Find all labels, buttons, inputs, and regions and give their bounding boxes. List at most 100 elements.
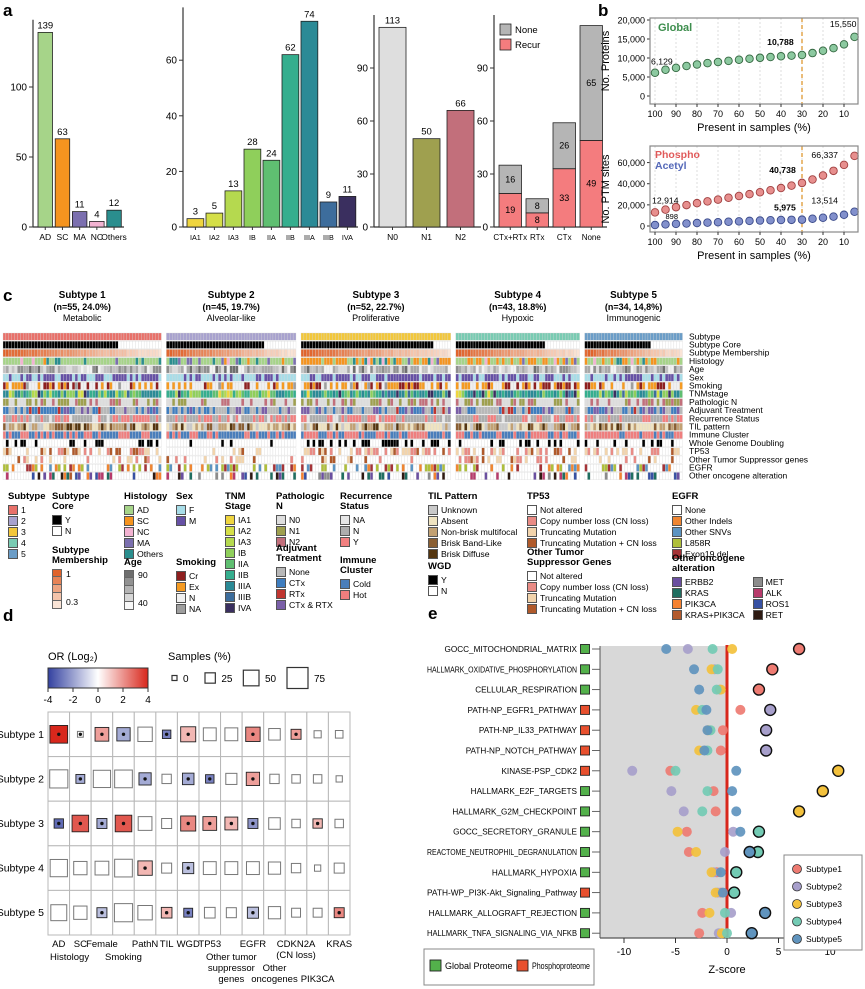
heatmap-row-8-block-1: [2, 398, 162, 407]
legend-item: M: [176, 515, 196, 526]
heatmap-row-4-block-5: [584, 365, 683, 374]
legend-item-label: CTx & RTX: [289, 600, 333, 610]
pathway-source-swatch: [580, 867, 590, 878]
legend-item: Other Indels: [672, 515, 732, 526]
legend-item-label: IIA: [238, 559, 249, 569]
heatmap-row-5-block-1: [2, 373, 162, 382]
panel-d-or-matrix: OR (Log₂) -4 -2 0 2 4 Samples (%) 0 25 50 75 Subtyp…: [0, 602, 420, 989]
heatmap-row-5-block-3: [300, 373, 451, 382]
svg-text:Metabolic: Metabolic: [63, 313, 102, 323]
pathway-source-swatch: [580, 664, 590, 675]
legend-title: TIL Pattern: [428, 491, 478, 502]
legend-item-label: N: [65, 526, 72, 536]
legend-swatch: [8, 504, 18, 515]
legend-swatch: [340, 579, 350, 589]
legend-item-label: IIB: [238, 570, 249, 580]
heatmap-row-16-block-3: [300, 464, 451, 472]
legend-group-tnm-stage: TNM Stage IA1 IA2 IA3 IB IIA IIB IIIA IIIB IVA: [225, 491, 252, 614]
legend-swatch: [527, 504, 537, 515]
heatmap-row-0-block-2: [166, 332, 297, 341]
svg-text:50: 50: [755, 237, 765, 247]
legend-item: Not altered: [527, 504, 657, 515]
legend-item: ROS1: [752, 599, 789, 610]
legend-swatch: [225, 603, 235, 613]
legend-title: Other Tumor Suppressor Genes: [527, 547, 612, 569]
panel-c-label: c: [3, 286, 13, 305]
svg-text:Subtype 5: Subtype 5: [610, 290, 657, 301]
legend-swatch: [340, 526, 350, 536]
heatmap-row-4-block-1: [2, 365, 162, 374]
svg-text:40: 40: [166, 111, 178, 122]
heatmap-row-8-block-5: [584, 398, 683, 407]
or-row-subtype-2: [49, 769, 343, 789]
legend-item-label: MET: [765, 577, 784, 587]
svg-text:25: 25: [221, 674, 233, 685]
legend-item-label: IA2: [238, 526, 252, 536]
pathway-source-swatch: [580, 826, 590, 837]
svg-text:80: 80: [692, 109, 702, 119]
svg-text:40: 40: [776, 109, 786, 119]
svg-text:0: 0: [640, 222, 645, 232]
heatmap-row-1-block-1: [2, 341, 162, 349]
legend-item-label: Copy number loss (CN loss): [540, 515, 649, 526]
heatmap-row-11-block-2: [166, 423, 297, 431]
heatmap-row-12-block-5: [584, 431, 683, 439]
legend-item: 5: [8, 548, 45, 559]
svg-text:5,000: 5,000: [622, 73, 645, 83]
legend-title: WGD: [428, 561, 452, 572]
legend-item-label: Truncating Mutation: [540, 526, 617, 537]
legend-item: RET: [752, 610, 790, 621]
heatmap-row-10-block-4: [455, 414, 580, 423]
heatmap-row-10-block-1: [2, 414, 162, 423]
legend-item-label: Other Indels: [685, 515, 733, 526]
histology_bar: 139 AD 63 SC 11 MA 4 NC 12 Others: [33, 20, 127, 242]
heatmap-row-0-block-1: [2, 332, 162, 341]
heatmap-row-6-block-4: [455, 382, 580, 390]
svg-text:Whole Genome Doubling: Whole Genome Doubling: [689, 438, 784, 448]
size-legend-square: [286, 666, 309, 690]
legend-item: Y: [340, 537, 392, 548]
svg-text:N2: N2: [455, 232, 466, 242]
legend-swatch: [176, 570, 186, 581]
legend-item-label: N: [353, 526, 360, 536]
svg-text:Other oncogene alteration: Other oncogene alteration: [689, 471, 788, 481]
legend-swatch: [527, 537, 537, 548]
legend-item: IIIA: [225, 581, 251, 592]
heatmap-row-6-block-2: [166, 382, 297, 390]
legend-title: Adjuvant Treatment: [276, 543, 322, 565]
legend-item: Hot: [340, 590, 376, 601]
svg-text:Phospho: Phospho: [655, 149, 700, 161]
legend-item-label: Truncating Mutation + CN loss: [540, 604, 657, 614]
svg-text:IIIA: IIIA: [304, 233, 315, 242]
legend-item-label: Ex: [189, 581, 200, 592]
svg-text:15,000: 15,000: [617, 35, 645, 45]
svg-text:50: 50: [16, 153, 28, 164]
svg-text:0: 0: [183, 674, 189, 685]
svg-text:TP53: TP53: [689, 446, 710, 456]
legend-swatch: [672, 588, 682, 598]
svg-text:IB: IB: [249, 233, 256, 242]
legend-item: Non-brisk multifocal: [428, 526, 517, 537]
legend-title: Subtype: [8, 491, 46, 502]
heatmap-row-2-block-2: [166, 349, 297, 357]
legend-item: 4: [8, 537, 45, 548]
heatmap-row-8-block-4: [455, 398, 580, 407]
svg-text:Others: Others: [101, 232, 127, 242]
svg-text:(n=34, 14,8%): (n=34, 14,8%): [605, 302, 662, 312]
legend-title: Subtype Membership: [52, 545, 108, 567]
svg-text:N1: N1: [421, 232, 432, 242]
or-row-subtype-3: [53, 814, 344, 833]
legend-item: ALK: [752, 588, 790, 599]
legend-item: 1: [8, 504, 45, 515]
svg-text:Smoking: Smoking: [689, 381, 722, 391]
proteome-legend-box: [423, 948, 595, 986]
legend-item-label: N: [189, 592, 196, 603]
svg-text:IA3: IA3: [228, 233, 239, 242]
heatmap-row-2-block-4: [455, 349, 580, 357]
svg-text:EGFR: EGFR: [689, 463, 713, 473]
zscore-row-14: [694, 927, 758, 940]
legend-item: Brisk Band-Like: [428, 537, 517, 548]
legend-item-label: L858R: [685, 537, 711, 548]
legend-item: AD: [124, 504, 167, 515]
